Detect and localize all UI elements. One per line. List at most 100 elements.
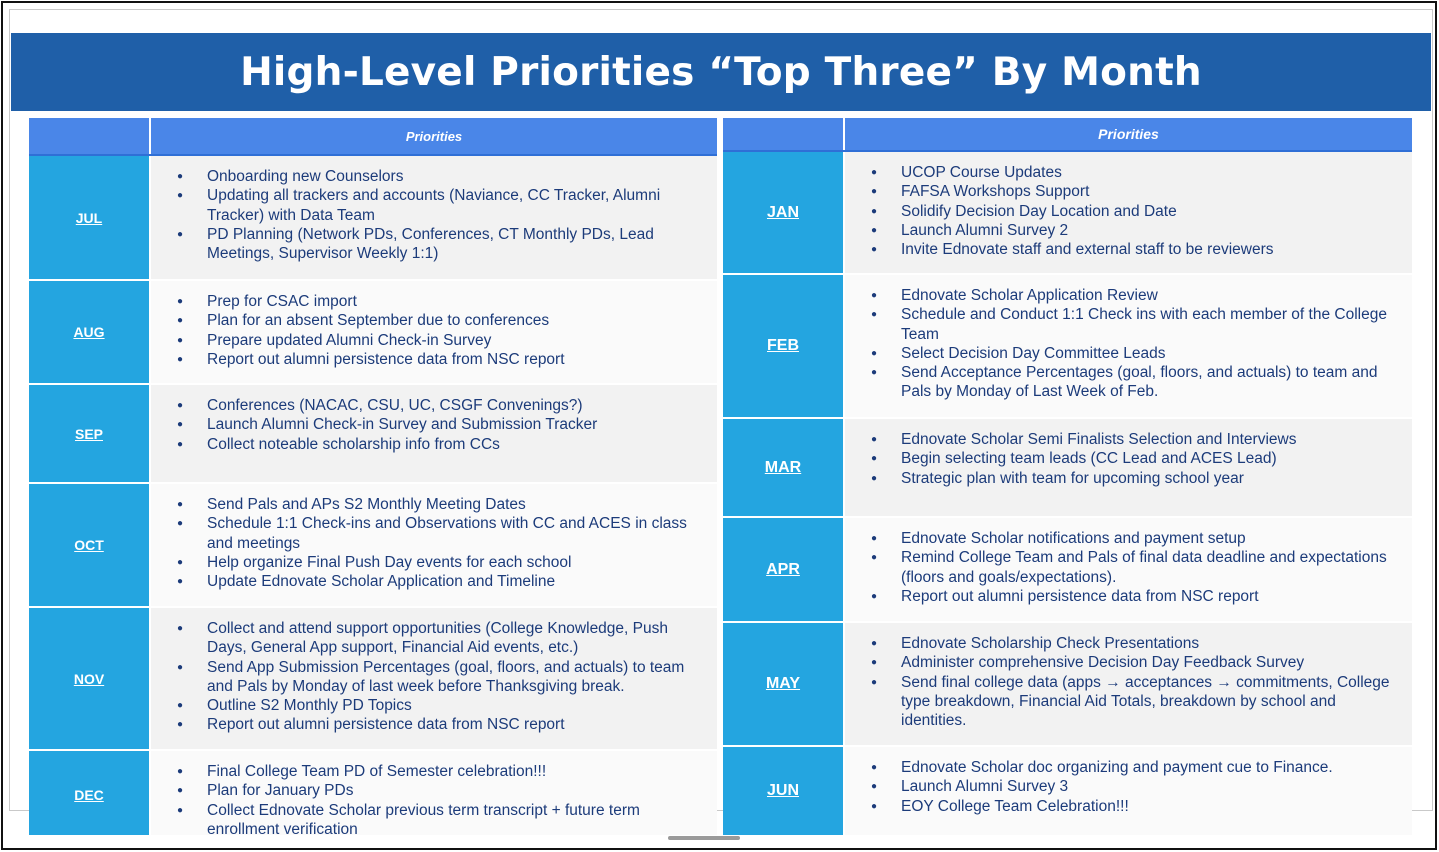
scroll-indicator[interactable] — [668, 836, 740, 840]
priority-item: Ednovate Scholar Application Review — [871, 286, 1394, 306]
priority-item: PD Planning (Network PDs, Conferences, C… — [177, 225, 699, 264]
priorities-cell: Ednovate Scholarship Check Presentations… — [845, 623, 1412, 745]
priority-item: Final College Team PD of Semester celebr… — [177, 762, 699, 782]
priority-item: Schedule and Conduct 1:1 Check ins with … — [871, 305, 1394, 344]
month-link[interactable]: JUL — [29, 156, 151, 279]
priority-item: Send Pals and APs S2 Monthly Meeting Dat… — [177, 495, 699, 515]
month-link[interactable]: SEP — [29, 385, 151, 482]
priority-item: Updating all trackers and accounts (Navi… — [177, 186, 699, 225]
priority-item: Strategic plan with team for upcoming sc… — [871, 469, 1394, 489]
priority-item: Prep for CSAC import — [177, 292, 699, 312]
priority-list: Ednovate Scholarship Check Presentations… — [871, 634, 1394, 730]
priority-item: Ednovate Scholar notifications and payme… — [871, 529, 1394, 549]
priority-item: Ednovate Scholarship Check Presentations — [871, 634, 1394, 654]
priority-list: Ednovate Scholar Semi Finalists Selectio… — [871, 430, 1394, 488]
priority-item: Begin selecting team leads (CC Lead and … — [871, 449, 1394, 469]
table-row: JUN Ednovate Scholar doc organizing and p… — [723, 747, 1412, 835]
priority-item: Send Acceptance Percentages (goal, floor… — [871, 363, 1394, 402]
priority-item: Solidify Decision Day Location and Date — [871, 202, 1394, 222]
priority-item: EOY College Team Celebration!!! — [871, 797, 1394, 817]
priority-item: Update Ednovate Scholar Application and … — [177, 572, 699, 592]
priority-item: Launch Alumni Survey 2 — [871, 221, 1394, 241]
priority-list: Ednovate Scholar notifications and payme… — [871, 529, 1394, 606]
priority-item: Report out alumni persistence data from … — [871, 587, 1394, 607]
priority-item: Schedule 1:1 Check-ins and Observations … — [177, 514, 699, 553]
priority-item: Plan for an absent September due to conf… — [177, 311, 699, 331]
table-row: SEP Conferences (NACAC, CSU, UC, CSGF Co… — [29, 385, 717, 484]
priority-item: Select Decision Day Committee Leads — [871, 344, 1394, 364]
priorities-cell: Ednovate Scholar notifications and payme… — [845, 518, 1412, 621]
priority-item: Help organize Final Push Day events for … — [177, 553, 699, 573]
table-row: NOV Collect and attend support opportunit… — [29, 608, 717, 751]
priorities-cell: Prep for CSAC importPlan for an absent S… — [151, 281, 717, 383]
priority-list: Prep for CSAC importPlan for an absent S… — [177, 292, 699, 369]
month-link[interactable]: MAR — [723, 419, 845, 516]
priority-item: Administer comprehensive Decision Day Fe… — [871, 653, 1394, 673]
priorities-cell: Ednovate Scholar doc organizing and paym… — [845, 747, 1412, 835]
month-link[interactable]: MAY — [723, 623, 845, 745]
priorities-cell: Ednovate Scholar Application ReviewSched… — [845, 275, 1412, 417]
priority-list: UCOP Course UpdatesFAFSA Workshops Suppo… — [871, 163, 1394, 260]
priorities-cell: Send Pals and APs S2 Monthly Meeting Dat… — [151, 484, 717, 606]
table-row: JUL Onboarding new Counselors Updating a… — [29, 156, 717, 281]
month-header-cell — [29, 118, 151, 154]
page-title: High-Level Priorities “Top Three” By Mon… — [240, 49, 1202, 95]
priority-item: UCOP Course Updates — [871, 163, 1394, 183]
table-row: JAN UCOP Course UpdatesFAFSA Workshops Su… — [723, 152, 1412, 275]
right-priorities-table: Priorities JAN UCOP Course UpdatesFAFSA W… — [723, 118, 1412, 835]
table-row: DEC Final College Team PD of Semester ce… — [29, 751, 717, 835]
priority-item: Outline S2 Monthly PD Topics — [177, 696, 699, 716]
priority-list: Ednovate Scholar doc organizing and paym… — [871, 758, 1394, 816]
table-row: APR Ednovate Scholar notifications and pa… — [723, 518, 1412, 623]
priority-item: Send final college data (apps → acceptan… — [871, 673, 1394, 731]
table-header: Priorities — [29, 118, 717, 156]
priorities-header: Priorities — [1098, 126, 1159, 142]
priority-item: Report out alumni persistence data from … — [177, 715, 699, 735]
priority-list: Final College Team PD of Semester celebr… — [177, 762, 699, 835]
priorities-header: Priorities — [405, 128, 463, 144]
priority-item: Prepare updated Alumni Check-in Survey — [177, 331, 699, 351]
month-header-cell — [723, 118, 845, 150]
slide-border — [9, 9, 1433, 811]
priority-item: Launch Alumni Check-in Survey and Submis… — [177, 415, 699, 435]
month-link[interactable]: JAN — [723, 152, 845, 273]
priorities-cell: Onboarding new Counselors Updating all t… — [151, 156, 717, 279]
table-row: FEBEdnovate Scholar Application ReviewSc… — [723, 275, 1412, 419]
priority-item: Plan for January PDs — [177, 781, 699, 801]
month-link[interactable]: JUN — [723, 747, 845, 835]
priority-list: Conferences (NACAC, CSU, UC, CSGF Conven… — [177, 396, 699, 454]
right-table-body: JAN UCOP Course UpdatesFAFSA Workshops Su… — [723, 152, 1412, 835]
priority-list: Collect and attend support opportunities… — [177, 619, 699, 735]
month-link[interactable]: NOV — [29, 608, 151, 749]
table-row: AUG Prep for CSAC importPlan for an absen… — [29, 281, 717, 385]
priority-item: Onboarding new Counselors — [177, 167, 699, 187]
priority-list: Ednovate Scholar Application ReviewSched… — [871, 286, 1394, 402]
month-link[interactable]: OCT — [29, 484, 151, 606]
left-table-body: JUL Onboarding new Counselors Updating a… — [29, 156, 717, 835]
priorities-cell: Collect and attend support opportunities… — [151, 608, 717, 749]
table-row: MAY Ednovate Scholarship Check Presentati… — [723, 623, 1412, 747]
priority-item: Launch Alumni Survey 3 — [871, 777, 1394, 797]
month-link[interactable]: AUG — [29, 281, 151, 383]
priority-item: FAFSA Workshops Support — [871, 182, 1394, 202]
priority-item: Conferences (NACAC, CSU, UC, CSGF Conven… — [177, 396, 699, 416]
table-header: Priorities — [723, 118, 1412, 152]
priority-item: Report out alumni persistence data from … — [177, 350, 699, 370]
priority-list: Onboarding new Counselors Updating all t… — [177, 167, 699, 263]
month-link[interactable]: FEB — [723, 275, 845, 417]
priorities-cell: Final College Team PD of Semester celebr… — [151, 751, 717, 835]
priority-item: Collect Ednovate Scholar previous term t… — [177, 801, 699, 835]
month-link[interactable]: APR — [723, 518, 845, 621]
priority-item: Remind College Team and Pals of final da… — [871, 548, 1394, 587]
priority-list: Send Pals and APs S2 Monthly Meeting Dat… — [177, 495, 699, 592]
priority-item: Ednovate Scholar Semi Finalists Selectio… — [871, 430, 1394, 450]
table-row: OCT Send Pals and APs S2 Monthly Meeting … — [29, 484, 717, 608]
priorities-cell: Conferences (NACAC, CSU, UC, CSGF Conven… — [151, 385, 717, 482]
priority-item: Send App Submission Percentages (goal, f… — [177, 658, 699, 697]
priorities-cell: Ednovate Scholar Semi Finalists Selectio… — [845, 419, 1412, 516]
month-link[interactable]: DEC — [29, 751, 151, 835]
priority-item: Ednovate Scholar doc organizing and paym… — [871, 758, 1394, 778]
priority-item: Invite Ednovate staff and external staff… — [871, 240, 1394, 260]
priority-item: Collect noteable scholarship info from C… — [177, 435, 699, 455]
